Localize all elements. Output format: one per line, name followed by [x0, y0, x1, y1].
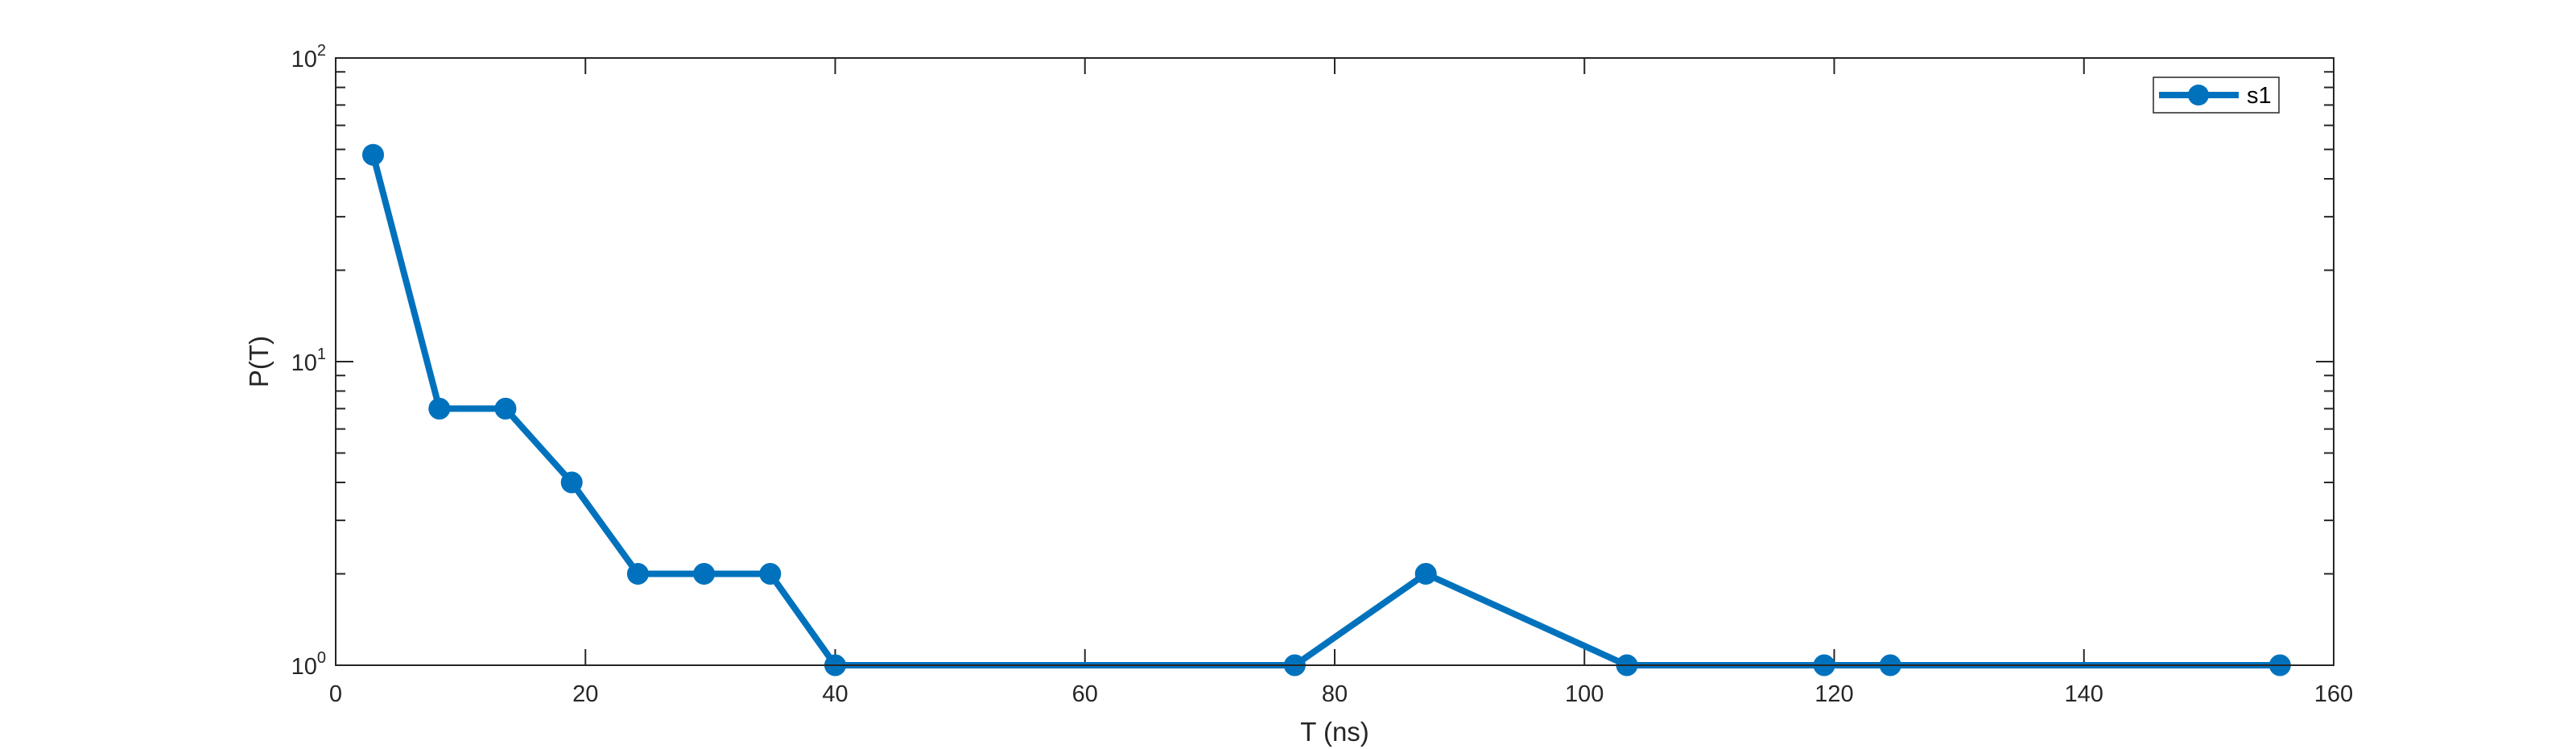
x-tick-label: 0: [329, 681, 342, 707]
data-point: [626, 563, 649, 585]
x-tick-label: 100: [1565, 681, 1604, 707]
y-tick-label: 100: [291, 649, 326, 680]
legend-label: s1: [2247, 83, 2272, 109]
y-tick-label: 101: [291, 346, 326, 376]
x-tick-label: 140: [2065, 681, 2103, 707]
y-tick-label: 102: [291, 42, 326, 72]
data-point: [428, 397, 451, 420]
x-tick-labels: 0 20 40 60 80 100 120 140 160: [329, 681, 2353, 707]
x-tick-label: 60: [1072, 681, 1098, 707]
x-axis-label: T (ns): [1300, 717, 1369, 747]
y-tick-labels: 100 101 102: [291, 42, 326, 680]
data-point: [759, 563, 782, 585]
data-point: [1414, 563, 1437, 585]
data-point: [362, 143, 384, 166]
x-tick-label: 20: [572, 681, 598, 707]
data-point: [494, 397, 517, 420]
x-tick-label: 120: [1814, 681, 1853, 707]
data-point: [560, 471, 583, 494]
plot-background: [336, 58, 2334, 665]
x-tick-label: 160: [2314, 681, 2353, 707]
plot-frame: [335, 57, 2334, 666]
y-axis-label: P(T): [244, 336, 274, 387]
data-point: [693, 563, 716, 585]
legend: s1: [2153, 77, 2280, 114]
x-tick-label: 40: [822, 681, 848, 707]
legend-marker: [2188, 85, 2209, 106]
x-tick-label: 80: [1322, 681, 1348, 707]
